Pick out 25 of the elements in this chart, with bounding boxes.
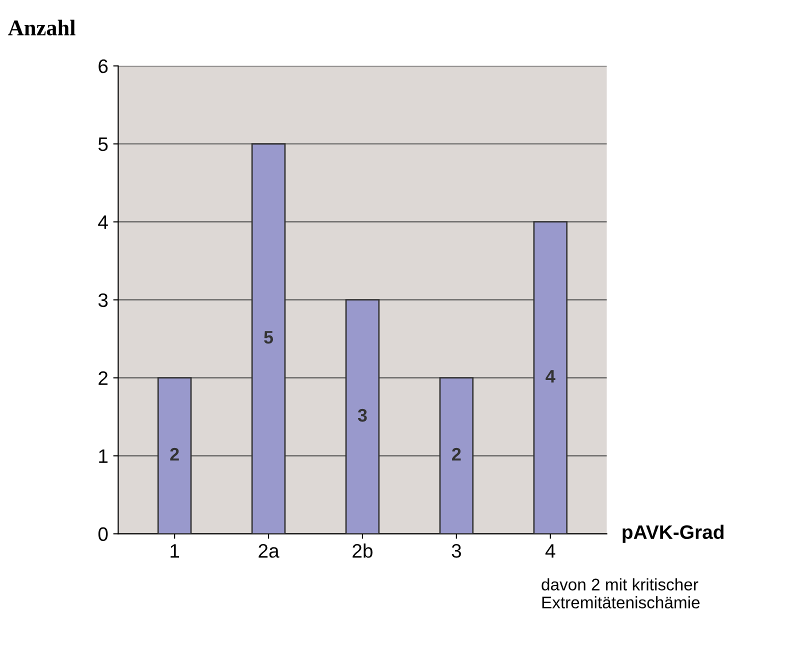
x-tick-label: 1 [170,544,180,558]
bar [157,377,192,534]
y-tick-label: 4 [98,216,108,229]
y-axis-title: Anzahl [8,20,76,36]
y-tick-label: 3 [98,293,108,308]
x-tick-label: 3 [452,544,461,558]
x-tick-label: 4 [545,544,556,558]
x-tick-label: 2b [352,544,372,558]
y-tick-label: 0 [98,527,108,542]
y-tick-label: 6 [98,59,108,74]
data-label: 2 [170,448,179,460]
x-axis-title: pAVK-Grad [622,524,724,543]
data-label: 5 [264,331,274,344]
x-tick-label: 2a [258,544,280,558]
y-tick-label: 5 [98,138,108,152]
text: davon 2 mit kritischer Extremitätenischämie [542,578,700,608]
bar [251,143,286,534]
data-label: 4 [546,370,556,382]
bar [533,221,568,534]
y-tick-label: 1 [99,449,108,463]
bar [345,299,380,534]
bar [439,377,474,534]
y-tick-label: 2 [98,371,108,385]
data-label: 3 [358,408,367,422]
data-label: 2 [452,448,461,460]
